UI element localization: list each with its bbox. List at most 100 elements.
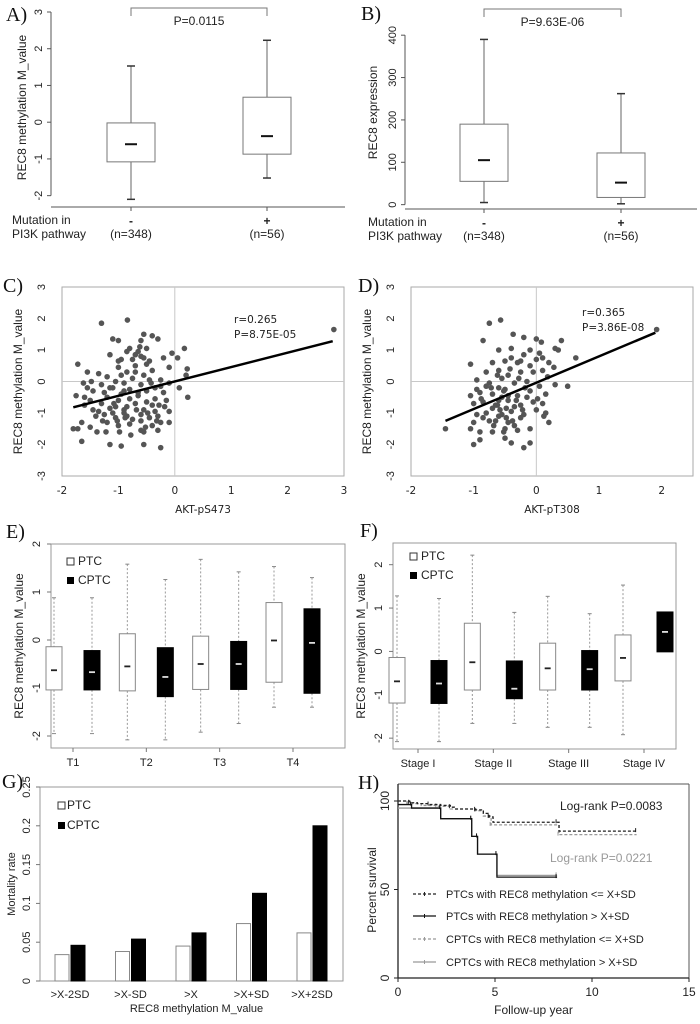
y-tick-label: 1 <box>36 347 48 353</box>
data-point <box>80 380 87 386</box>
data-point <box>138 411 144 418</box>
p-value-annotation: P=9.63E-06 <box>521 15 585 29</box>
x-tick-label: Stage II <box>474 758 512 770</box>
data-point <box>486 418 493 424</box>
correlation-p: P=3.86E-08 <box>582 322 644 334</box>
data-point <box>169 350 175 356</box>
data-point <box>508 408 515 415</box>
data-point <box>101 389 108 396</box>
data-point <box>181 345 188 352</box>
panel-letter: H) <box>358 772 379 794</box>
x-tick-label: T2 <box>140 757 153 769</box>
panel-E: E) -2 -1 0 1 2 REC8 methylation M_value T1 T2 T3 T… <box>6 521 346 769</box>
legend: PTC CPTC <box>66 554 111 587</box>
data-point <box>103 429 109 435</box>
data-point <box>470 441 477 448</box>
legend-swatch-cptc <box>58 822 65 829</box>
legend-swatch-cptc <box>410 572 417 579</box>
y-axis-label: REC8 methylation M_value <box>12 573 26 719</box>
data-point <box>111 400 117 407</box>
y-tick-label: 0 <box>36 378 48 384</box>
box <box>459 123 509 182</box>
data-point <box>517 369 524 375</box>
x-tick-label: T3 <box>213 757 226 769</box>
y-tick-label: 200 <box>387 111 399 129</box>
correlation-p: P=8.75E-05 <box>234 329 296 341</box>
data-point <box>143 345 150 352</box>
box-cptc <box>581 650 599 691</box>
regression-line <box>444 331 656 423</box>
data-point <box>536 383 543 390</box>
box-cptc <box>303 608 321 694</box>
data-point <box>536 350 543 356</box>
data-point <box>508 440 515 446</box>
y-tick-label: -2 <box>373 733 385 743</box>
panel-letter: B) <box>361 3 381 25</box>
y-tick-label: -1 <box>36 408 48 418</box>
x-axis-label-line2: PI3K pathway <box>368 229 442 243</box>
data-point <box>104 373 110 380</box>
bar-ptc <box>296 932 312 982</box>
data-point <box>146 414 153 421</box>
x-tick-label: 2 <box>658 485 665 497</box>
data-point <box>121 380 127 386</box>
group-symbol: - <box>482 216 486 230</box>
data-point <box>483 410 490 416</box>
data-point <box>78 438 85 445</box>
data-point <box>521 334 527 341</box>
data-point <box>467 425 474 432</box>
data-point <box>480 414 486 421</box>
x-tick-label: 2 <box>284 485 291 497</box>
y-axis-label: REC8 methylation M_value <box>11 308 25 454</box>
data-point <box>144 410 151 416</box>
y-tick-label: 0.25 <box>21 776 33 797</box>
data-point <box>166 419 172 426</box>
data-point <box>515 375 522 382</box>
data-point <box>140 441 147 448</box>
data-point <box>499 375 505 382</box>
logrank-p-ptc: Log-rank P=0.0083 <box>560 799 663 813</box>
data-point <box>163 397 170 404</box>
data-point <box>138 418 144 424</box>
data-point <box>533 407 540 413</box>
y-tick-label: -1 <box>31 683 43 693</box>
y-tick-label: 2 <box>385 315 397 321</box>
panel-H: H) 0 50 100 0 5 10 15 Follow-up year Percent surv… <box>358 772 696 1017</box>
y-tick-label: 2 <box>33 46 45 52</box>
data-point <box>477 429 483 435</box>
data-point <box>539 400 546 407</box>
y-tick-label: -1 <box>385 408 397 418</box>
data-point <box>527 440 533 446</box>
data-point <box>546 359 552 366</box>
data-point <box>521 351 527 358</box>
data-point <box>90 388 96 394</box>
data-point <box>132 400 139 407</box>
data-point <box>160 389 167 396</box>
data-point <box>500 388 507 394</box>
data-point <box>116 429 123 435</box>
x-axis-label: REC8 methylation M_value <box>130 1003 263 1015</box>
y-tick-label: 0 <box>378 974 392 981</box>
data-point <box>152 408 158 415</box>
y-tick-label: 2 <box>373 562 385 568</box>
data-point <box>442 425 449 432</box>
data-point <box>98 400 105 407</box>
data-point <box>507 366 513 372</box>
y-tick-label: 100 <box>387 153 399 171</box>
legend: PTC CPTC <box>57 798 100 832</box>
data-point <box>98 320 105 327</box>
data-point <box>653 326 660 333</box>
bar-ptc <box>54 954 70 982</box>
data-point <box>155 413 161 419</box>
bar-cptc <box>312 825 328 982</box>
x-tick-label: 0 <box>171 485 178 497</box>
data-point <box>143 399 150 405</box>
legend-label: CPTCs with REC8 methylation > X+SD <box>446 957 637 969</box>
data-point <box>542 391 549 397</box>
data-point <box>539 367 546 374</box>
data-point <box>480 337 486 344</box>
data-point <box>78 419 85 426</box>
x-tick-label: -2 <box>57 485 67 497</box>
bar-cptc <box>191 932 207 982</box>
data-point <box>101 411 108 418</box>
